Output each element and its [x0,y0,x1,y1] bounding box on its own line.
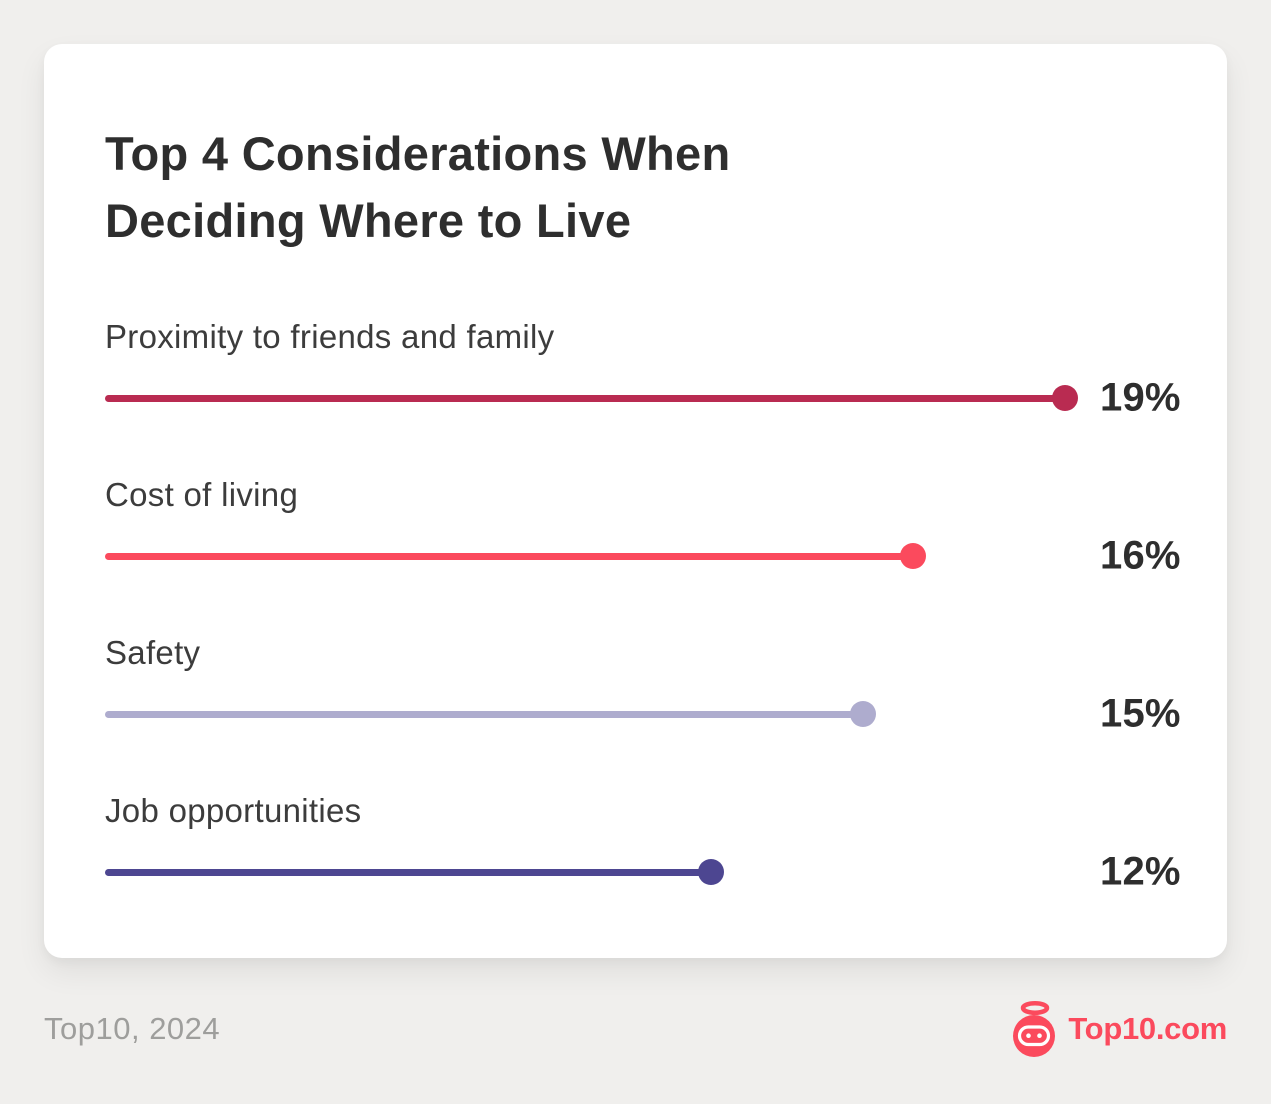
bar-dot [849,701,876,727]
bar-dot [1052,385,1078,411]
bar-line [105,711,863,718]
logo-text: Top10.com [1068,1011,1227,1046]
category-label: Safety [105,634,201,671]
chart-card: Top 4 Considerations When Deciding Where… [44,44,1227,958]
bar-row: Proximity to friends and family 19% [105,317,1180,420]
source-attribution: Top10, 2024 [44,1011,221,1046]
bar-track [105,543,1065,569]
value-label: 19% [1100,375,1181,420]
bar-row: Job opportunities 12% [105,791,1180,894]
value-label: 15% [1100,691,1181,736]
value-label: 12% [1100,849,1181,894]
bar-dot [900,543,927,569]
lollipop-chart: Proximity to friends and family 19% Cost… [105,317,1180,894]
top10-logo: Top10.com [1010,1000,1227,1058]
footer: Top10, 2024 Top10.com [44,1000,1227,1058]
category-label: Proximity to friends and family [105,318,555,355]
chart-title: Top 4 Considerations When Deciding Where… [105,127,731,247]
bar-row: Safety 15% [105,633,1180,736]
bar-dot [698,859,725,885]
bar-track [105,701,1065,727]
bar-line [105,553,914,560]
category-label: Cost of living [105,476,299,513]
bar-row: Cost of living 16% [105,475,1180,578]
value-label: 16% [1100,533,1181,578]
category-label: Job opportunities [105,792,362,829]
bar-track [105,385,1078,411]
bar-line [105,395,1065,402]
bar-track [105,859,1065,885]
bar-line [105,869,712,876]
robot-with-halo-icon [1013,1000,1056,1057]
